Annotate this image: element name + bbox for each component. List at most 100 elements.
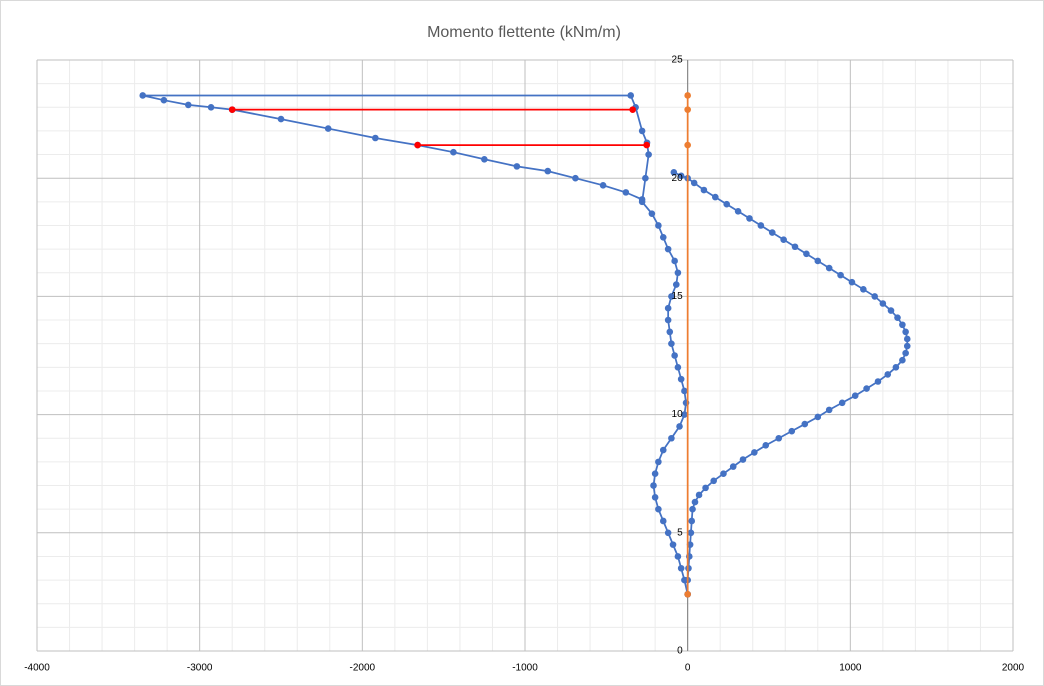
x-tick-label: -3000 — [187, 663, 213, 674]
data-point — [450, 148, 457, 156]
data-point — [684, 106, 691, 113]
data-point — [664, 245, 672, 253]
x-tick-label: 1000 — [839, 663, 862, 674]
data-point — [228, 106, 236, 113]
data-point — [666, 328, 674, 336]
data-point — [851, 392, 859, 399]
data-point — [688, 517, 696, 525]
data-point — [894, 314, 901, 321]
data-point — [788, 427, 796, 435]
data-point — [687, 529, 695, 537]
data-point — [825, 406, 833, 414]
data-point — [668, 434, 675, 442]
data-point — [372, 134, 379, 142]
x-tick-label: 0 — [685, 663, 691, 674]
data-point — [643, 141, 650, 149]
data-point — [655, 222, 662, 229]
data-point — [691, 498, 699, 506]
data-point — [664, 529, 672, 537]
data-point — [651, 494, 659, 501]
data-point — [651, 470, 659, 478]
data-point — [207, 103, 215, 111]
data-point — [690, 179, 698, 187]
data-point — [710, 477, 717, 485]
data-point — [650, 482, 657, 489]
data-point — [671, 352, 678, 359]
data-point — [629, 106, 636, 113]
y-tick-label: 0 — [677, 646, 683, 657]
x-tick-label: 2000 — [1002, 663, 1025, 674]
data-point — [627, 92, 635, 99]
data-point — [791, 243, 799, 251]
data-point — [695, 491, 703, 499]
data-point — [184, 101, 192, 109]
data-point — [684, 141, 691, 149]
y-tick-label: 10 — [672, 409, 684, 420]
data-point — [664, 316, 672, 324]
data-point — [677, 375, 685, 383]
data-point — [622, 189, 630, 196]
data-point — [664, 304, 672, 312]
data-point — [638, 196, 646, 203]
data-point — [160, 96, 168, 104]
data-point — [684, 92, 691, 99]
x-tick-label: -2000 — [350, 663, 376, 674]
data-point — [892, 364, 900, 371]
data-point — [668, 340, 675, 347]
data-point — [739, 456, 747, 463]
data-point — [668, 293, 675, 300]
y-tick-label: 5 — [677, 527, 683, 538]
data-point — [720, 470, 727, 478]
data-point — [684, 590, 691, 598]
data-point — [648, 210, 656, 217]
data-point — [645, 151, 652, 158]
data-point — [860, 286, 867, 293]
data-point — [884, 371, 892, 378]
data-point — [642, 174, 649, 182]
data-point — [481, 155, 488, 163]
data-point — [746, 215, 753, 222]
data-point — [638, 127, 646, 135]
data-point — [903, 342, 911, 350]
data-point — [544, 167, 552, 175]
series-line — [232, 108, 647, 146]
data-point — [572, 174, 579, 182]
data-point — [670, 168, 678, 176]
data-point — [139, 92, 147, 99]
data-point — [677, 564, 685, 572]
data-point — [702, 484, 709, 492]
data-point — [669, 541, 677, 548]
data-point — [902, 349, 909, 357]
data-point — [677, 172, 685, 180]
data-point — [674, 269, 682, 277]
data-point — [689, 505, 696, 513]
data-point — [277, 115, 285, 123]
data-point — [414, 141, 421, 149]
data-point — [762, 442, 770, 449]
data-point — [874, 378, 882, 385]
x-tick-label: -1000 — [512, 663, 538, 674]
data-point — [899, 321, 906, 329]
data-point — [899, 356, 906, 364]
y-tick-label: 25 — [672, 55, 684, 66]
data-point — [825, 264, 833, 272]
data-point — [655, 505, 662, 513]
data-point — [672, 281, 680, 288]
x-tick-label: -4000 — [24, 663, 50, 674]
data-point — [848, 278, 856, 286]
data-point — [871, 293, 879, 300]
chart-title: Momento flettente (kNm/m) — [427, 24, 621, 41]
data-point — [674, 364, 682, 371]
data-point — [681, 387, 688, 395]
data-point — [775, 434, 783, 442]
data-point — [513, 163, 521, 170]
data-point — [324, 125, 332, 132]
y-tick-label: 20 — [672, 173, 684, 184]
data-point — [674, 553, 682, 560]
data-point — [671, 257, 678, 265]
data-point — [838, 399, 846, 407]
data-point — [879, 300, 887, 307]
data-point — [681, 411, 688, 418]
